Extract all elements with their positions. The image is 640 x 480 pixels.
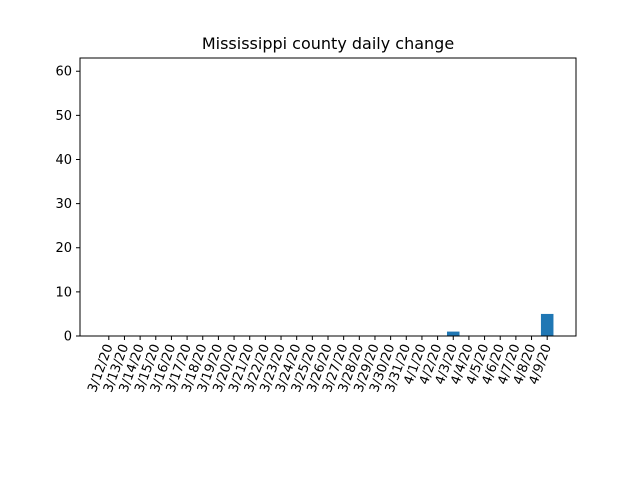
y-tick-label: 50 [55, 109, 72, 124]
y-tick-label: 20 [55, 241, 72, 256]
y-tick-label: 30 [55, 197, 72, 212]
bars-group [446, 313, 554, 336]
chart-title: Mississippi county daily change [202, 34, 454, 53]
y-tick-label: 0 [64, 330, 72, 345]
plot-frame [79, 57, 577, 337]
x-axis: 3/12/203/13/203/14/203/15/203/16/203/17/… [85, 336, 555, 394]
y-axis: 0 10 20 30 40 50 60 [55, 65, 80, 345]
y-tick-label: 40 [55, 153, 72, 168]
bar-4/9/20 [540, 313, 554, 336]
bar-4/3/20 [446, 331, 460, 336]
y-tick-label: 60 [55, 65, 72, 80]
y-tick-label: 10 [55, 285, 72, 300]
